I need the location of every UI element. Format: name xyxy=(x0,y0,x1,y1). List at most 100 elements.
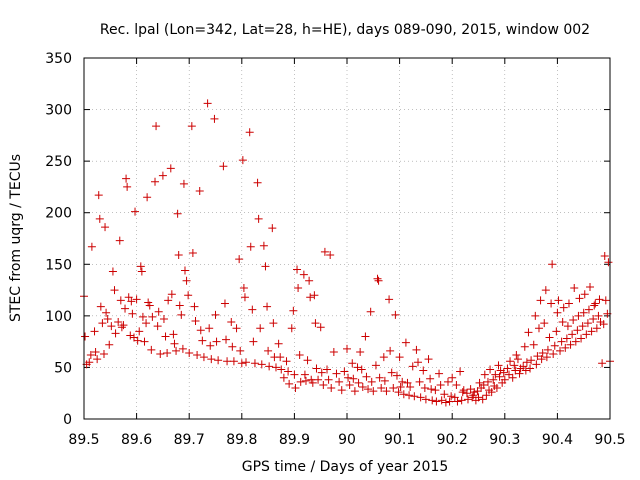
data-point xyxy=(329,347,338,356)
data-point xyxy=(203,99,212,108)
data-point xyxy=(268,224,277,233)
data-point xyxy=(489,375,498,384)
data-point xyxy=(261,262,270,271)
data-point xyxy=(319,380,328,389)
data-point xyxy=(558,318,567,327)
y-tick-label: 200 xyxy=(45,206,72,222)
data-point xyxy=(169,330,178,339)
data-point xyxy=(107,322,116,331)
data-point xyxy=(91,347,100,356)
data-point xyxy=(274,339,283,348)
data-point xyxy=(494,361,503,370)
data-point xyxy=(414,358,423,367)
data-point xyxy=(487,388,496,397)
data-point xyxy=(506,357,515,366)
data-point xyxy=(337,386,346,395)
x-tick-label: 89.6 xyxy=(121,432,152,448)
data-point xyxy=(295,351,304,360)
data-point xyxy=(324,375,333,384)
data-point xyxy=(575,294,584,303)
data-point xyxy=(463,395,472,404)
data-point xyxy=(294,284,303,293)
data-point xyxy=(289,306,298,315)
data-point xyxy=(375,373,384,382)
data-point xyxy=(548,260,557,269)
data-point xyxy=(503,364,512,373)
data-point xyxy=(121,304,130,313)
data-point xyxy=(371,361,380,370)
data-point xyxy=(491,370,500,379)
data-point xyxy=(148,312,157,321)
data-point xyxy=(387,368,396,377)
data-point xyxy=(161,332,170,341)
data-point xyxy=(426,374,435,383)
data-point xyxy=(296,377,305,386)
data-point xyxy=(568,330,577,339)
data-point xyxy=(232,324,241,333)
data-point xyxy=(456,367,465,376)
data-point xyxy=(164,296,173,305)
data-point xyxy=(440,390,449,399)
data-point xyxy=(175,301,184,310)
data-point xyxy=(332,369,341,378)
data-point xyxy=(431,386,440,395)
data-point xyxy=(396,383,405,392)
x-tick-label: 90.1 xyxy=(384,432,415,448)
data-point xyxy=(335,377,344,386)
data-point xyxy=(367,377,376,386)
data-point xyxy=(549,350,558,359)
data-point xyxy=(450,393,459,402)
data-point xyxy=(561,343,570,352)
data-point xyxy=(591,299,600,308)
data-point xyxy=(246,242,255,251)
data-point xyxy=(410,392,419,401)
data-point xyxy=(250,359,259,368)
data-point xyxy=(291,384,300,393)
data-point xyxy=(137,267,146,276)
x-axis-label: GPS time / Days of year 2015 xyxy=(242,459,449,475)
data-point xyxy=(395,353,404,362)
data-point xyxy=(462,389,471,398)
x-tick-label: 90.5 xyxy=(594,432,625,448)
data-point xyxy=(356,347,365,356)
data-point xyxy=(373,274,382,283)
data-point xyxy=(214,356,223,365)
data-point xyxy=(520,342,529,351)
data-point xyxy=(432,397,441,406)
x-tick-label: 89.9 xyxy=(279,432,310,448)
data-point xyxy=(457,396,466,405)
data-point xyxy=(212,337,221,346)
data-point xyxy=(592,324,601,333)
x-tick-label: 90.4 xyxy=(542,432,573,448)
data-point xyxy=(131,207,140,216)
data-point xyxy=(361,332,370,341)
data-point xyxy=(527,356,536,365)
data-point xyxy=(174,251,183,260)
data-point xyxy=(398,377,407,386)
data-point xyxy=(282,357,291,366)
data-point xyxy=(513,355,522,364)
data-point xyxy=(132,295,141,304)
data-point xyxy=(364,385,373,394)
data-point xyxy=(259,241,268,250)
data-point xyxy=(207,355,216,364)
data-point xyxy=(366,307,375,316)
data-point xyxy=(166,164,175,173)
x-tick-label: 89.5 xyxy=(68,432,99,448)
data-point xyxy=(227,318,236,327)
data-point xyxy=(172,346,181,355)
x-tick-label: 90.2 xyxy=(437,432,468,448)
chart-title: Rec. lpal (Lon=342, Lat=28, h=HE), days … xyxy=(100,22,590,38)
data-point xyxy=(486,365,495,374)
data-point xyxy=(211,310,220,319)
data-point xyxy=(482,391,491,400)
data-point xyxy=(380,376,389,385)
y-tick-label: 50 xyxy=(54,360,72,376)
data-point xyxy=(156,350,165,359)
data-point xyxy=(480,370,489,379)
data-point xyxy=(276,353,285,362)
data-point xyxy=(245,128,254,137)
data-point xyxy=(385,295,394,304)
data-point xyxy=(101,223,110,232)
data-point xyxy=(495,372,504,381)
